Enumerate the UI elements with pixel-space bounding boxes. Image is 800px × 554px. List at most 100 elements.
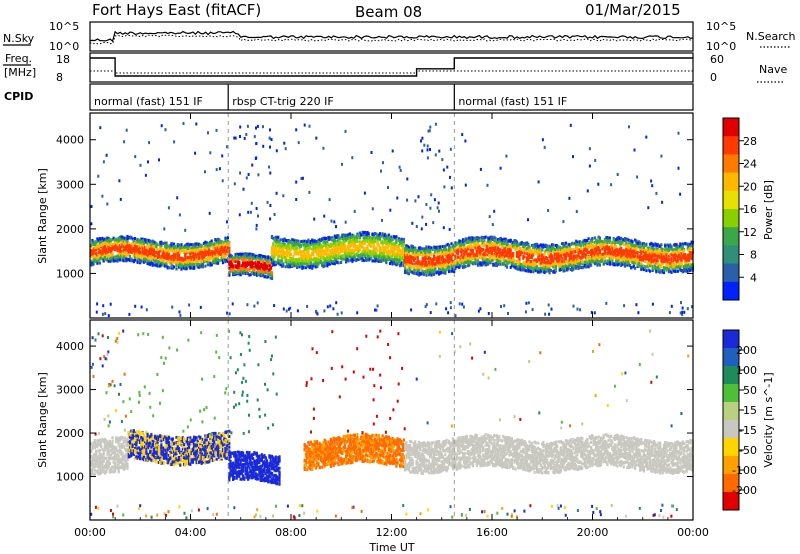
echo-cell xyxy=(90,260,93,264)
echo-cell xyxy=(436,264,439,268)
echo-cell xyxy=(244,272,247,275)
echo-cell xyxy=(323,214,326,218)
echo-cell xyxy=(119,197,122,201)
echo-cell xyxy=(92,249,95,253)
echo-cell xyxy=(427,260,431,264)
echo-cell xyxy=(204,170,206,174)
echo-cell xyxy=(167,247,171,251)
echo-cell xyxy=(270,274,274,278)
echo-cell xyxy=(296,260,299,264)
echo-cell xyxy=(265,256,269,260)
echo-cell xyxy=(215,243,218,247)
echo-cell xyxy=(242,271,245,275)
echo-cell xyxy=(412,266,416,270)
echo-cell xyxy=(478,236,481,240)
echo-cell xyxy=(96,244,99,248)
echo-cell xyxy=(189,256,192,260)
echo-cell xyxy=(136,245,139,248)
echo-cell xyxy=(509,239,512,242)
echo-cell xyxy=(299,244,302,247)
echo-cell xyxy=(216,240,220,244)
echo-cell xyxy=(284,246,287,250)
echo-cell xyxy=(128,236,132,240)
echo-cell xyxy=(335,225,337,229)
echo-cell xyxy=(165,264,168,268)
echo-cell xyxy=(253,268,256,272)
echo-cell xyxy=(437,201,440,205)
echo-cell xyxy=(205,250,208,254)
echo-cell xyxy=(191,251,194,255)
echo-cell xyxy=(252,270,255,274)
echo-cell xyxy=(131,249,134,253)
echo-cell xyxy=(105,251,108,255)
echo-cell xyxy=(102,160,105,164)
echo-cell xyxy=(263,256,266,260)
echo-cell xyxy=(380,169,382,173)
echo-cell xyxy=(280,255,284,259)
echo-cell xyxy=(204,242,207,246)
echo-cell xyxy=(553,252,556,256)
echo-cell xyxy=(196,263,199,267)
echo-cell xyxy=(344,129,347,133)
echo-cell xyxy=(115,246,118,250)
echo-cell xyxy=(269,265,272,269)
echo-cell xyxy=(218,238,221,242)
echo-cell xyxy=(130,250,133,254)
echo-cell xyxy=(243,255,246,259)
echo-cell xyxy=(107,254,110,258)
echo-cell xyxy=(224,249,227,253)
echo-cell xyxy=(186,242,189,246)
echo-cell xyxy=(483,239,486,243)
echo-cell xyxy=(123,140,126,144)
echo-cell xyxy=(375,246,378,250)
echo-cell xyxy=(228,258,231,262)
echo-cell xyxy=(398,165,401,169)
echo-cell xyxy=(282,244,285,248)
echo-cell xyxy=(127,248,130,252)
echo-cell xyxy=(279,261,282,264)
echo-cell xyxy=(110,247,113,251)
echo-cell xyxy=(184,264,187,268)
echo-cell xyxy=(277,253,280,257)
echo-cell xyxy=(144,250,147,254)
echo-cell xyxy=(106,244,109,248)
echo-cell xyxy=(200,263,203,267)
echo-cell xyxy=(226,145,228,149)
echo-cell xyxy=(116,242,119,246)
echo-cell xyxy=(266,200,269,204)
echo-cell xyxy=(279,263,282,267)
echo-cell xyxy=(223,246,226,250)
echo-cell xyxy=(139,239,142,243)
echo-cell xyxy=(238,213,241,217)
echo-cell xyxy=(201,256,204,260)
echo-cell xyxy=(183,264,186,268)
echo-cell xyxy=(219,239,222,243)
echo-cell xyxy=(137,255,140,258)
echo-cell xyxy=(100,243,103,247)
echo-cell xyxy=(156,243,159,247)
echo-cell xyxy=(306,240,309,244)
echo-cell xyxy=(196,246,199,250)
echo-cell xyxy=(274,235,277,239)
echo-cell xyxy=(155,242,158,246)
echo-cell xyxy=(303,261,306,265)
echo-cell xyxy=(220,240,223,244)
echo-cell xyxy=(200,244,203,248)
echo-cell xyxy=(289,241,292,245)
echo-cell xyxy=(237,252,240,256)
cpid-panel-frame xyxy=(89,83,694,111)
echo-cell xyxy=(183,245,186,249)
echo-cell xyxy=(208,246,211,250)
echo-cell xyxy=(255,264,258,268)
echo-cell xyxy=(247,260,250,264)
echo-cell xyxy=(97,259,100,263)
echo-cell xyxy=(103,253,106,256)
echo-cell xyxy=(287,241,290,245)
echo-cell xyxy=(145,239,148,243)
echo-cell xyxy=(136,252,139,256)
echo-cell xyxy=(132,254,135,258)
echo-cell xyxy=(147,252,150,256)
echo-cell xyxy=(367,232,370,236)
echo-cell xyxy=(154,241,157,245)
